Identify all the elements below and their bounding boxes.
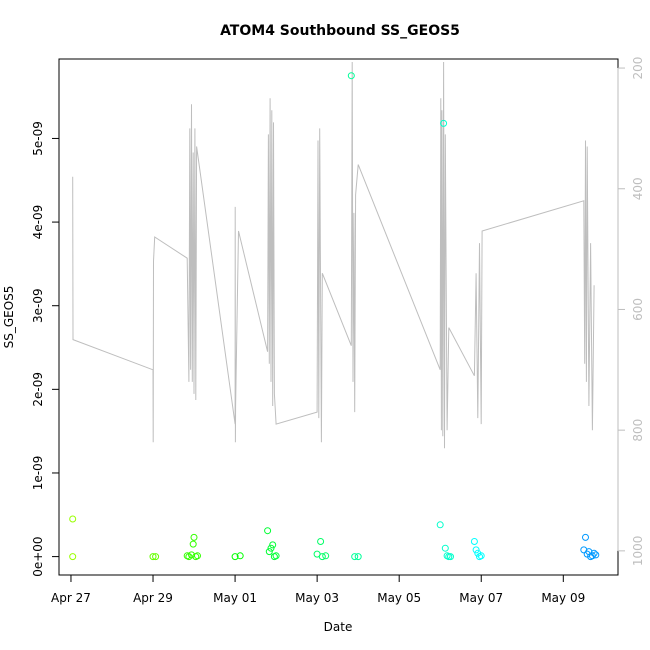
data-point: [590, 549, 598, 557]
data-point: [318, 553, 326, 561]
data-point: [354, 553, 362, 561]
data-point: [267, 544, 275, 552]
right-axis: 200 400 600 800 1000: [617, 57, 645, 567]
data-point: [436, 521, 444, 529]
data-point: [272, 552, 280, 560]
x-tick-label: May 05: [377, 591, 421, 605]
data-point: [347, 72, 355, 80]
x-tick-label: May 03: [295, 591, 339, 605]
data-point: [317, 538, 325, 545]
data-point: [477, 552, 485, 560]
pressure-track-line: [72, 61, 595, 449]
x-tick-label: Apr 27: [51, 591, 91, 605]
y-tick-label: 2e-09: [31, 372, 45, 407]
data-point: [440, 119, 448, 127]
data-point: [470, 538, 478, 545]
data-point: [149, 553, 157, 561]
chart-title: ATOM4 Southbound SS_GEOS5: [220, 23, 460, 39]
y-tick-label: 0e+00: [31, 536, 45, 576]
data-point: [69, 553, 77, 561]
data-points-layer: [69, 72, 600, 561]
data-point: [447, 553, 454, 561]
plot-frame: [58, 58, 619, 576]
data-point: [592, 551, 600, 559]
right-tick-label: 800: [631, 419, 645, 442]
x-axis: Apr 27 Apr 29 May 01 May 03 May 05 May 07 May …: [51, 574, 585, 605]
right-tick-label: 1000: [631, 536, 645, 567]
data-point: [194, 552, 201, 560]
data-point: [441, 544, 449, 552]
data-point: [69, 515, 77, 523]
y-tick-label: 1e-09: [31, 456, 45, 491]
data-point: [582, 533, 589, 541]
y-tick-label: 5e-09: [31, 121, 45, 156]
data-point: [189, 540, 197, 548]
y-axis: 0e+00 1e-09 2e-09 3e-09 4e-09 5e-09: [31, 121, 60, 577]
x-tick-label: May 07: [459, 591, 503, 605]
y-tick-label: 4e-09: [31, 205, 45, 240]
y-tick-label: 3e-09: [31, 288, 45, 323]
x-tick-label: May 09: [541, 591, 585, 605]
data-point: [322, 552, 330, 560]
data-point: [351, 553, 359, 561]
data-point: [152, 553, 160, 561]
data-point: [236, 552, 244, 560]
right-tick-label: 600: [631, 298, 645, 321]
right-tick-label: 200: [631, 57, 645, 80]
data-point: [264, 527, 272, 535]
x-tick-label: Apr 29: [133, 591, 173, 605]
data-point: [231, 553, 239, 561]
y-axis-label: SS_GEOS5: [2, 286, 16, 349]
data-point: [269, 541, 277, 549]
right-tick-label: 400: [631, 177, 645, 200]
data-point: [190, 533, 198, 541]
data-point: [265, 548, 273, 556]
pressure-track-layer: [72, 61, 595, 449]
x-tick-label: May 01: [213, 591, 257, 605]
x-axis-label: Date: [324, 620, 353, 634]
data-point: [472, 546, 480, 554]
